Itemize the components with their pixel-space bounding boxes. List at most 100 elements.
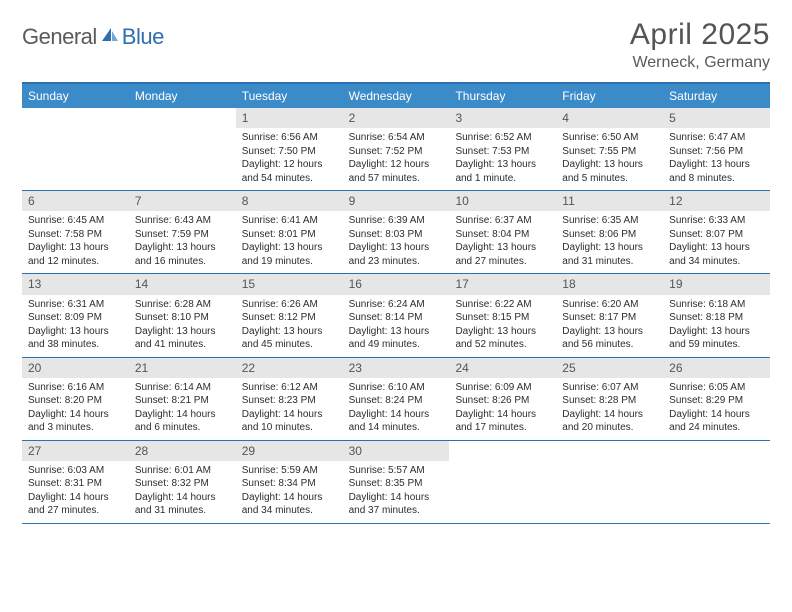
day-number: 17 <box>449 274 556 294</box>
brand-part2: Blue <box>122 24 164 50</box>
sunset-line: Sunset: 8:31 PM <box>28 477 123 491</box>
daylight-line: Daylight: 14 hours and 10 minutes. <box>242 408 337 435</box>
daylight-line: Daylight: 13 hours and 49 minutes. <box>349 325 444 352</box>
day-body: Sunrise: 6:45 AMSunset: 7:58 PMDaylight:… <box>22 211 129 273</box>
sunset-line: Sunset: 8:09 PM <box>28 311 123 325</box>
sunrise-line: Sunrise: 6:18 AM <box>669 298 764 312</box>
day-number: 15 <box>236 274 343 294</box>
empty-cell <box>663 441 770 523</box>
empty-cell <box>556 441 663 523</box>
day-body: Sunrise: 6:31 AMSunset: 8:09 PMDaylight:… <box>22 295 129 357</box>
sunset-line: Sunset: 8:14 PM <box>349 311 444 325</box>
sunrise-line: Sunrise: 6:31 AM <box>28 298 123 312</box>
week-row: 20Sunrise: 6:16 AMSunset: 8:20 PMDayligh… <box>22 358 770 441</box>
day-cell: 20 Sunrise: 6:16 AMSunset: 8:20 PMDayligh… <box>22 358 129 440</box>
day-number: 1 <box>236 108 343 128</box>
sunrise-line: Sunrise: 6:39 AM <box>349 214 444 228</box>
day-body: Sunrise: 6:35 AMSunset: 8:06 PMDaylight:… <box>556 211 663 273</box>
sunset-line: Sunset: 7:58 PM <box>28 228 123 242</box>
sunset-line: Sunset: 8:18 PM <box>669 311 764 325</box>
day-number: 7 <box>129 191 236 211</box>
day-cell: 22Sunrise: 6:12 AMSunset: 8:23 PMDayligh… <box>236 358 343 440</box>
sunrise-line: Sunrise: 6:26 AM <box>242 298 337 312</box>
daylight-line: Daylight: 12 hours and 57 minutes. <box>349 158 444 185</box>
day-body: Sunrise: 6:01 AMSunset: 8:32 PMDaylight:… <box>129 461 236 523</box>
sunset-line: Sunset: 8:26 PM <box>455 394 550 408</box>
day-number: 3 <box>449 108 556 128</box>
daylight-line: Daylight: 12 hours and 54 minutes. <box>242 158 337 185</box>
sunrise-line: Sunrise: 6:16 AM <box>28 381 123 395</box>
week-row: 27Sunrise: 6:03 AMSunset: 8:31 PMDayligh… <box>22 441 770 524</box>
day-body: Sunrise: 6:26 AMSunset: 8:12 PMDaylight:… <box>236 295 343 357</box>
day-body: Sunrise: 6:39 AMSunset: 8:03 PMDaylight:… <box>343 211 450 273</box>
day-body: Sunrise: 6:24 AMSunset: 8:14 PMDaylight:… <box>343 295 450 357</box>
daylight-line: Daylight: 13 hours and 56 minutes. <box>562 325 657 352</box>
daylight-line: Daylight: 13 hours and 12 minutes. <box>28 241 123 268</box>
day-number: 20 <box>22 358 129 378</box>
day-cell: 4Sunrise: 6:50 AMSunset: 7:55 PMDaylight… <box>556 108 663 190</box>
calendar-body: 1Sunrise: 6:56 AMSunset: 7:50 PMDaylight… <box>22 108 770 524</box>
day-body: Sunrise: 6:54 AMSunset: 7:52 PMDaylight:… <box>343 128 450 190</box>
day-number: 30 <box>343 441 450 461</box>
sunrise-line: Sunrise: 6:45 AM <box>28 214 123 228</box>
sunrise-line: Sunrise: 6:20 AM <box>562 298 657 312</box>
day-number: 24 <box>449 358 556 378</box>
empty-cell <box>449 441 556 523</box>
day-body: Sunrise: 6:07 AMSunset: 8:28 PMDaylight:… <box>556 378 663 440</box>
day-cell: 12Sunrise: 6:33 AMSunset: 8:07 PMDayligh… <box>663 191 770 273</box>
sunrise-line: Sunrise: 6:09 AM <box>455 381 550 395</box>
sunset-line: Sunset: 7:50 PM <box>242 145 337 159</box>
day-body: Sunrise: 6:52 AMSunset: 7:53 PMDaylight:… <box>449 128 556 190</box>
daylight-line: Daylight: 13 hours and 5 minutes. <box>562 158 657 185</box>
sunrise-line: Sunrise: 6:12 AM <box>242 381 337 395</box>
day-body: Sunrise: 6:10 AMSunset: 8:24 PMDaylight:… <box>343 378 450 440</box>
daylight-line: Daylight: 13 hours and 52 minutes. <box>455 325 550 352</box>
weekday-thursday: Thursday <box>449 84 556 108</box>
day-cell: 8Sunrise: 6:41 AMSunset: 8:01 PMDaylight… <box>236 191 343 273</box>
day-number: 6 <box>22 191 129 211</box>
calendar-table: SundayMondayTuesdayWednesdayThursdayFrid… <box>22 82 770 524</box>
sunset-line: Sunset: 8:34 PM <box>242 477 337 491</box>
day-cell: 16Sunrise: 6:24 AMSunset: 8:14 PMDayligh… <box>343 274 450 356</box>
daylight-line: Daylight: 13 hours and 16 minutes. <box>135 241 230 268</box>
day-body: Sunrise: 6:56 AMSunset: 7:50 PMDaylight:… <box>236 128 343 190</box>
daylight-line: Daylight: 14 hours and 31 minutes. <box>135 491 230 518</box>
day-number: 10 <box>449 191 556 211</box>
day-body: Sunrise: 6:41 AMSunset: 8:01 PMDaylight:… <box>236 211 343 273</box>
day-number: 27 <box>22 441 129 461</box>
day-body: Sunrise: 6:22 AMSunset: 8:15 PMDaylight:… <box>449 295 556 357</box>
daylight-line: Daylight: 13 hours and 41 minutes. <box>135 325 230 352</box>
day-cell: 1Sunrise: 6:56 AMSunset: 7:50 PMDaylight… <box>236 108 343 190</box>
daylight-line: Daylight: 14 hours and 6 minutes. <box>135 408 230 435</box>
sunset-line: Sunset: 7:56 PM <box>669 145 764 159</box>
daylight-line: Daylight: 14 hours and 3 minutes. <box>28 408 123 435</box>
weekday-wednesday: Wednesday <box>343 84 450 108</box>
day-body: Sunrise: 6:14 AMSunset: 8:21 PMDaylight:… <box>129 378 236 440</box>
daylight-line: Daylight: 14 hours and 17 minutes. <box>455 408 550 435</box>
day-cell: 7Sunrise: 6:43 AMSunset: 7:59 PMDaylight… <box>129 191 236 273</box>
day-number: 28 <box>129 441 236 461</box>
sunrise-line: Sunrise: 6:47 AM <box>669 131 764 145</box>
week-row: 6Sunrise: 6:45 AMSunset: 7:58 PMDaylight… <box>22 191 770 274</box>
day-cell: 30Sunrise: 5:57 AMSunset: 8:35 PMDayligh… <box>343 441 450 523</box>
sunset-line: Sunset: 8:20 PM <box>28 394 123 408</box>
day-number: 14 <box>129 274 236 294</box>
day-body: Sunrise: 6:18 AMSunset: 8:18 PMDaylight:… <box>663 295 770 357</box>
daylight-line: Daylight: 14 hours and 27 minutes. <box>28 491 123 518</box>
sunset-line: Sunset: 8:15 PM <box>455 311 550 325</box>
day-body: Sunrise: 5:57 AMSunset: 8:35 PMDaylight:… <box>343 461 450 523</box>
daylight-line: Daylight: 14 hours and 34 minutes. <box>242 491 337 518</box>
day-number: 2 <box>343 108 450 128</box>
daylight-line: Daylight: 14 hours and 14 minutes. <box>349 408 444 435</box>
empty-cell <box>22 108 129 190</box>
day-cell: 23Sunrise: 6:10 AMSunset: 8:24 PMDayligh… <box>343 358 450 440</box>
day-body: Sunrise: 6:20 AMSunset: 8:17 PMDaylight:… <box>556 295 663 357</box>
sunrise-line: Sunrise: 6:33 AM <box>669 214 764 228</box>
day-number: 9 <box>343 191 450 211</box>
sunset-line: Sunset: 8:03 PM <box>349 228 444 242</box>
month-title: April 2025 <box>630 18 770 52</box>
empty-cell <box>129 108 236 190</box>
day-cell: 10Sunrise: 6:37 AMSunset: 8:04 PMDayligh… <box>449 191 556 273</box>
sunrise-line: Sunrise: 6:56 AM <box>242 131 337 145</box>
day-number: 26 <box>663 358 770 378</box>
